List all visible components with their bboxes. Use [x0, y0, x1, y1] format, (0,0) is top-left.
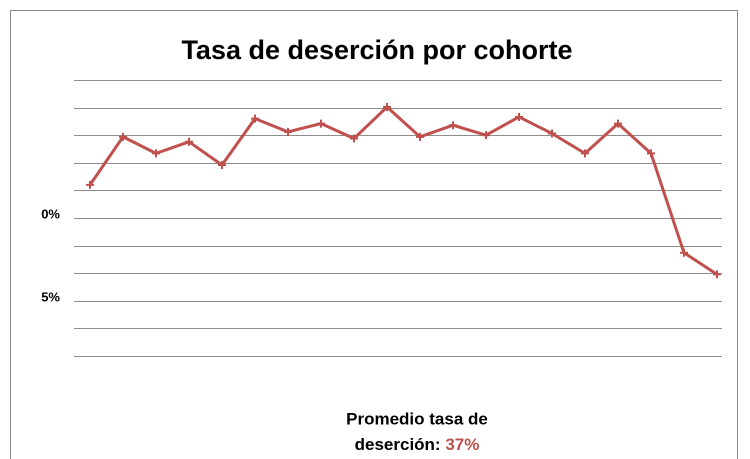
- footer-label: deserción:: [355, 435, 446, 454]
- data-marker: [614, 119, 622, 128]
- data-marker: [284, 127, 292, 136]
- data-line: [88, 105, 718, 276]
- data-marker: [416, 132, 424, 141]
- data-marker: [185, 137, 193, 146]
- footer-text: Promedio tasa de: [346, 409, 488, 428]
- data-marker: [680, 248, 688, 257]
- footer-value: 37%: [445, 435, 479, 454]
- data-marker: [152, 149, 160, 158]
- data-marker: [119, 132, 127, 141]
- footer-text: deserción: 37%: [355, 435, 480, 454]
- data-marker: [581, 149, 589, 158]
- chart-frame: [10, 10, 738, 459]
- data-marker: [383, 103, 391, 112]
- data-marker: [251, 114, 259, 123]
- data-marker: [482, 131, 490, 140]
- y-tick-label: 0%: [41, 206, 60, 221]
- data-marker: [515, 112, 523, 121]
- data-marker: [449, 121, 457, 130]
- data-marker: [713, 270, 721, 279]
- data-marker: [647, 149, 655, 158]
- data-marker: [317, 119, 325, 128]
- chart-title: Tasa de deserción por cohorte: [181, 35, 572, 65]
- data-marker: [350, 134, 358, 143]
- data-marker: [86, 180, 94, 189]
- y-tick-label: 5%: [41, 289, 60, 304]
- data-marker: [548, 129, 556, 138]
- data-marker: [218, 160, 226, 169]
